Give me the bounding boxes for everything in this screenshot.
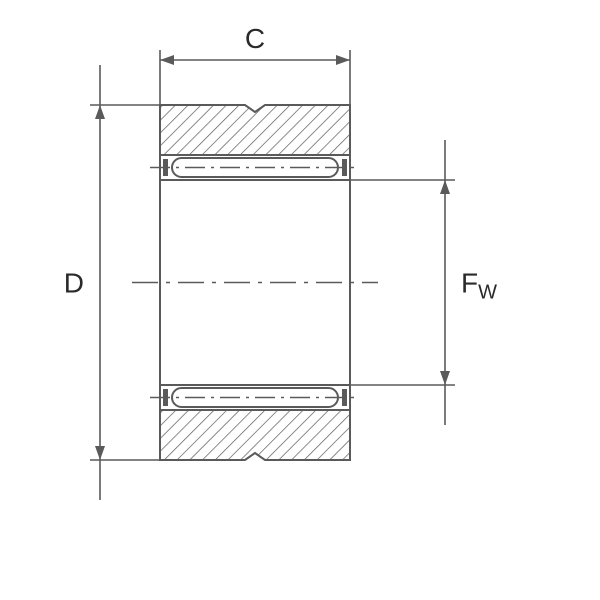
label-outer-dia-D: D xyxy=(64,268,84,299)
label-bore-dia-Fw: FW xyxy=(461,268,497,304)
label-width-C: C xyxy=(245,23,265,54)
bearing-cross-section-diagram: C D FW xyxy=(0,0,600,600)
